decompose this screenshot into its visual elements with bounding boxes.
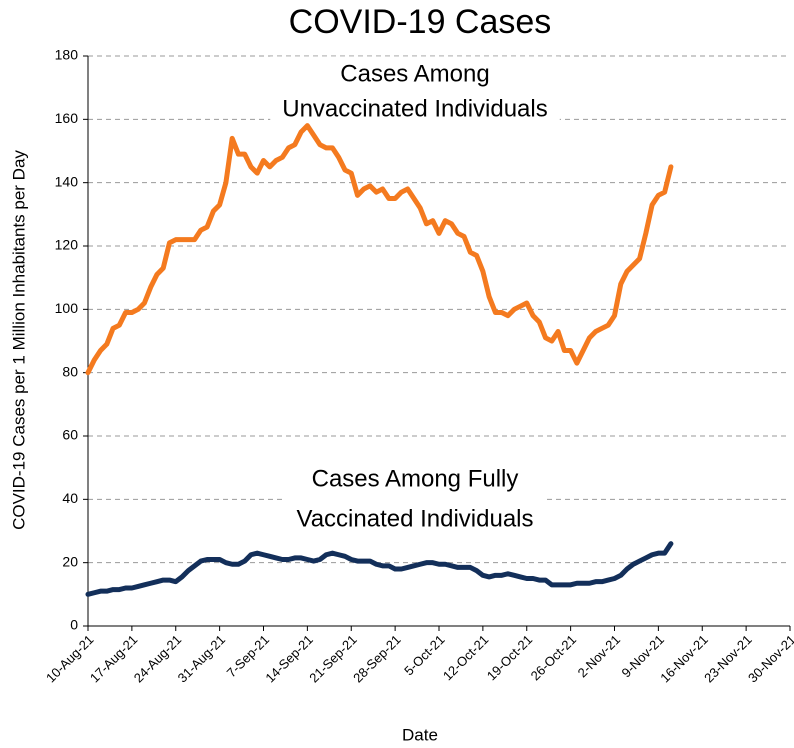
annotation-text: Cases Among Fully [312, 465, 519, 492]
chart-title: COVID-19 Cases [289, 3, 552, 41]
x-tick-label: 19-Oct-21 [484, 632, 535, 683]
x-tick-label: 12-Oct-21 [440, 632, 491, 683]
annotation-background [284, 461, 546, 537]
annotation-text: Vaccinated Individuals [296, 505, 533, 532]
x-tick-label: 28-Sep-21 [350, 632, 404, 686]
x-tick-label: 30-Nov-21 [745, 632, 794, 686]
y-tick-label: 20 [62, 553, 78, 569]
y-tick-label: 180 [55, 47, 79, 63]
y-tick-label: 0 [70, 617, 78, 633]
y-tick-label: 100 [55, 300, 79, 316]
x-tick-label: 31-Aug-21 [175, 632, 229, 686]
annotation: Cases Among Fully Vaccinated Individuals [284, 461, 546, 537]
annotation-text: Unvaccinated Individuals [282, 95, 548, 122]
x-tick-label: 2-Nov-21 [575, 632, 623, 680]
x-axis-label: Date [402, 725, 438, 744]
annotation: Cases Among Unvaccinated Individuals [270, 56, 560, 127]
y-tick-label: 140 [55, 173, 79, 189]
y-tick-label: 60 [62, 427, 78, 443]
y-tick-label: 120 [55, 237, 79, 253]
series-line [85, 541, 674, 597]
annotation-background [270, 56, 560, 127]
y-tick-label: 80 [62, 363, 78, 379]
y-tick-label: 40 [62, 490, 78, 506]
y-axis-label: COVID-19 Cases per 1 Million Inhabitants… [9, 150, 28, 530]
x-tick-label: 26-Oct-21 [528, 632, 579, 683]
series-line [85, 123, 674, 376]
y-tick-label: 160 [55, 110, 79, 126]
annotation-text: Cases Among [340, 60, 489, 87]
